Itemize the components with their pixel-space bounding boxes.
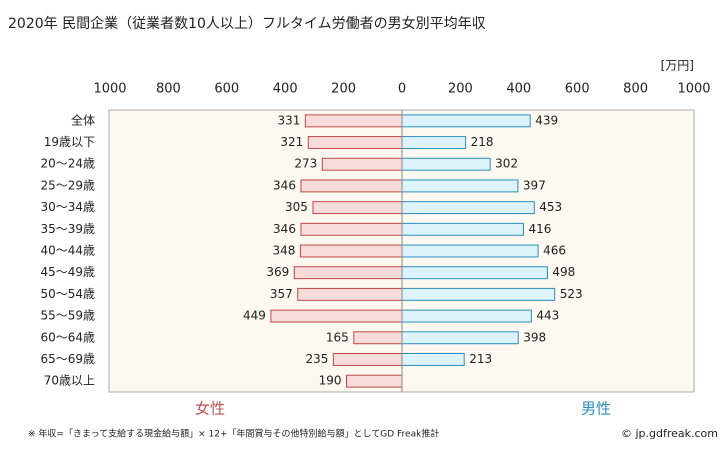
y-tick-label: 40～44歳 bbox=[40, 244, 95, 258]
bar bbox=[332, 352, 403, 366]
x-tick-label: 600 bbox=[214, 82, 239, 97]
bar bbox=[353, 331, 403, 345]
value-label: 235 bbox=[305, 352, 328, 366]
value-label: 302 bbox=[495, 157, 518, 171]
y-tick-label: 20～24歳 bbox=[40, 157, 95, 171]
bar bbox=[401, 136, 467, 150]
value-label: 190 bbox=[319, 374, 342, 388]
x-tick-label: 400 bbox=[506, 82, 531, 97]
bar bbox=[401, 287, 556, 301]
note: ※ 年収=「きまって支給する現金給与額」× 12+「年間賞与その他特別給与額」と… bbox=[28, 428, 439, 440]
x-tick-label: 200 bbox=[331, 82, 356, 97]
bar bbox=[300, 222, 403, 236]
x-tick-label: 0 bbox=[398, 82, 406, 97]
value-label: 218 bbox=[471, 135, 494, 149]
x-tick-label: 800 bbox=[623, 82, 648, 97]
value-label: 346 bbox=[273, 178, 296, 192]
value-label: 331 bbox=[277, 113, 300, 127]
value-label: 369 bbox=[266, 265, 289, 279]
bar bbox=[401, 114, 531, 128]
x-tick-label: 1000 bbox=[677, 82, 710, 97]
value-label: 449 bbox=[243, 309, 266, 323]
value-label: 443 bbox=[536, 309, 559, 323]
bar bbox=[307, 136, 403, 150]
value-label: 439 bbox=[535, 113, 558, 127]
legend-label: 女性 bbox=[195, 400, 225, 418]
bar bbox=[300, 179, 403, 193]
value-label: 273 bbox=[294, 157, 317, 171]
x-tick-label: 200 bbox=[448, 82, 473, 97]
y-tick-label: 70歳以上 bbox=[44, 374, 95, 388]
bar bbox=[401, 309, 532, 323]
value-label: 346 bbox=[273, 222, 296, 236]
value-label: 523 bbox=[560, 287, 583, 301]
x-tick-label: 1000 bbox=[93, 82, 126, 97]
y-tick-label: 25～29歳 bbox=[40, 178, 95, 192]
legend-label: 男性 bbox=[581, 400, 611, 418]
bar bbox=[321, 157, 403, 171]
y-tick-label: 35～39歳 bbox=[40, 222, 95, 236]
value-label: 357 bbox=[270, 287, 293, 301]
bar bbox=[401, 222, 524, 236]
y-tick-label: 45～49歳 bbox=[40, 265, 95, 279]
value-label: 397 bbox=[523, 178, 546, 192]
value-label: 398 bbox=[523, 330, 546, 344]
y-tick-label: 50～54歳 bbox=[40, 287, 95, 301]
x-tick-label: 600 bbox=[565, 82, 590, 97]
y-tick-label: 65～69歳 bbox=[40, 352, 95, 366]
bar bbox=[401, 179, 519, 193]
bar bbox=[401, 201, 535, 215]
value-label: 416 bbox=[528, 222, 551, 236]
bar bbox=[401, 266, 548, 280]
y-tick-label: 19歳以下 bbox=[44, 135, 95, 149]
bar bbox=[401, 244, 539, 258]
y-tick-label: 60～64歳 bbox=[40, 330, 95, 344]
bar bbox=[270, 309, 403, 323]
bar bbox=[299, 244, 403, 258]
x-tick-label: 800 bbox=[156, 82, 181, 97]
value-label: 453 bbox=[539, 200, 562, 214]
bar bbox=[401, 352, 465, 366]
value-label: 305 bbox=[285, 200, 308, 214]
bar bbox=[304, 114, 403, 128]
value-label: 498 bbox=[552, 265, 575, 279]
value-label: 321 bbox=[280, 135, 303, 149]
bar bbox=[293, 266, 403, 280]
value-label: 466 bbox=[543, 244, 566, 258]
bar bbox=[346, 374, 403, 388]
value-label: 213 bbox=[469, 352, 492, 366]
y-tick-label: 55～59歳 bbox=[40, 309, 95, 323]
x-tick-label: 400 bbox=[273, 82, 298, 97]
bar bbox=[297, 287, 403, 301]
bar bbox=[312, 201, 403, 215]
chart-title: 2020年 民間企業（従業者数10人以上）フルタイム労働者の男女別平均年収 bbox=[8, 15, 486, 32]
y-tick-label: 全体 bbox=[71, 112, 95, 127]
y-tick-label: 30～34歳 bbox=[40, 200, 95, 214]
unit-label: [万円] bbox=[661, 59, 694, 73]
bar bbox=[401, 331, 519, 345]
value-label: 348 bbox=[272, 244, 295, 258]
value-label: 165 bbox=[326, 330, 349, 344]
credit: © jp.gdfreak.com bbox=[621, 427, 718, 440]
bar bbox=[401, 157, 491, 171]
